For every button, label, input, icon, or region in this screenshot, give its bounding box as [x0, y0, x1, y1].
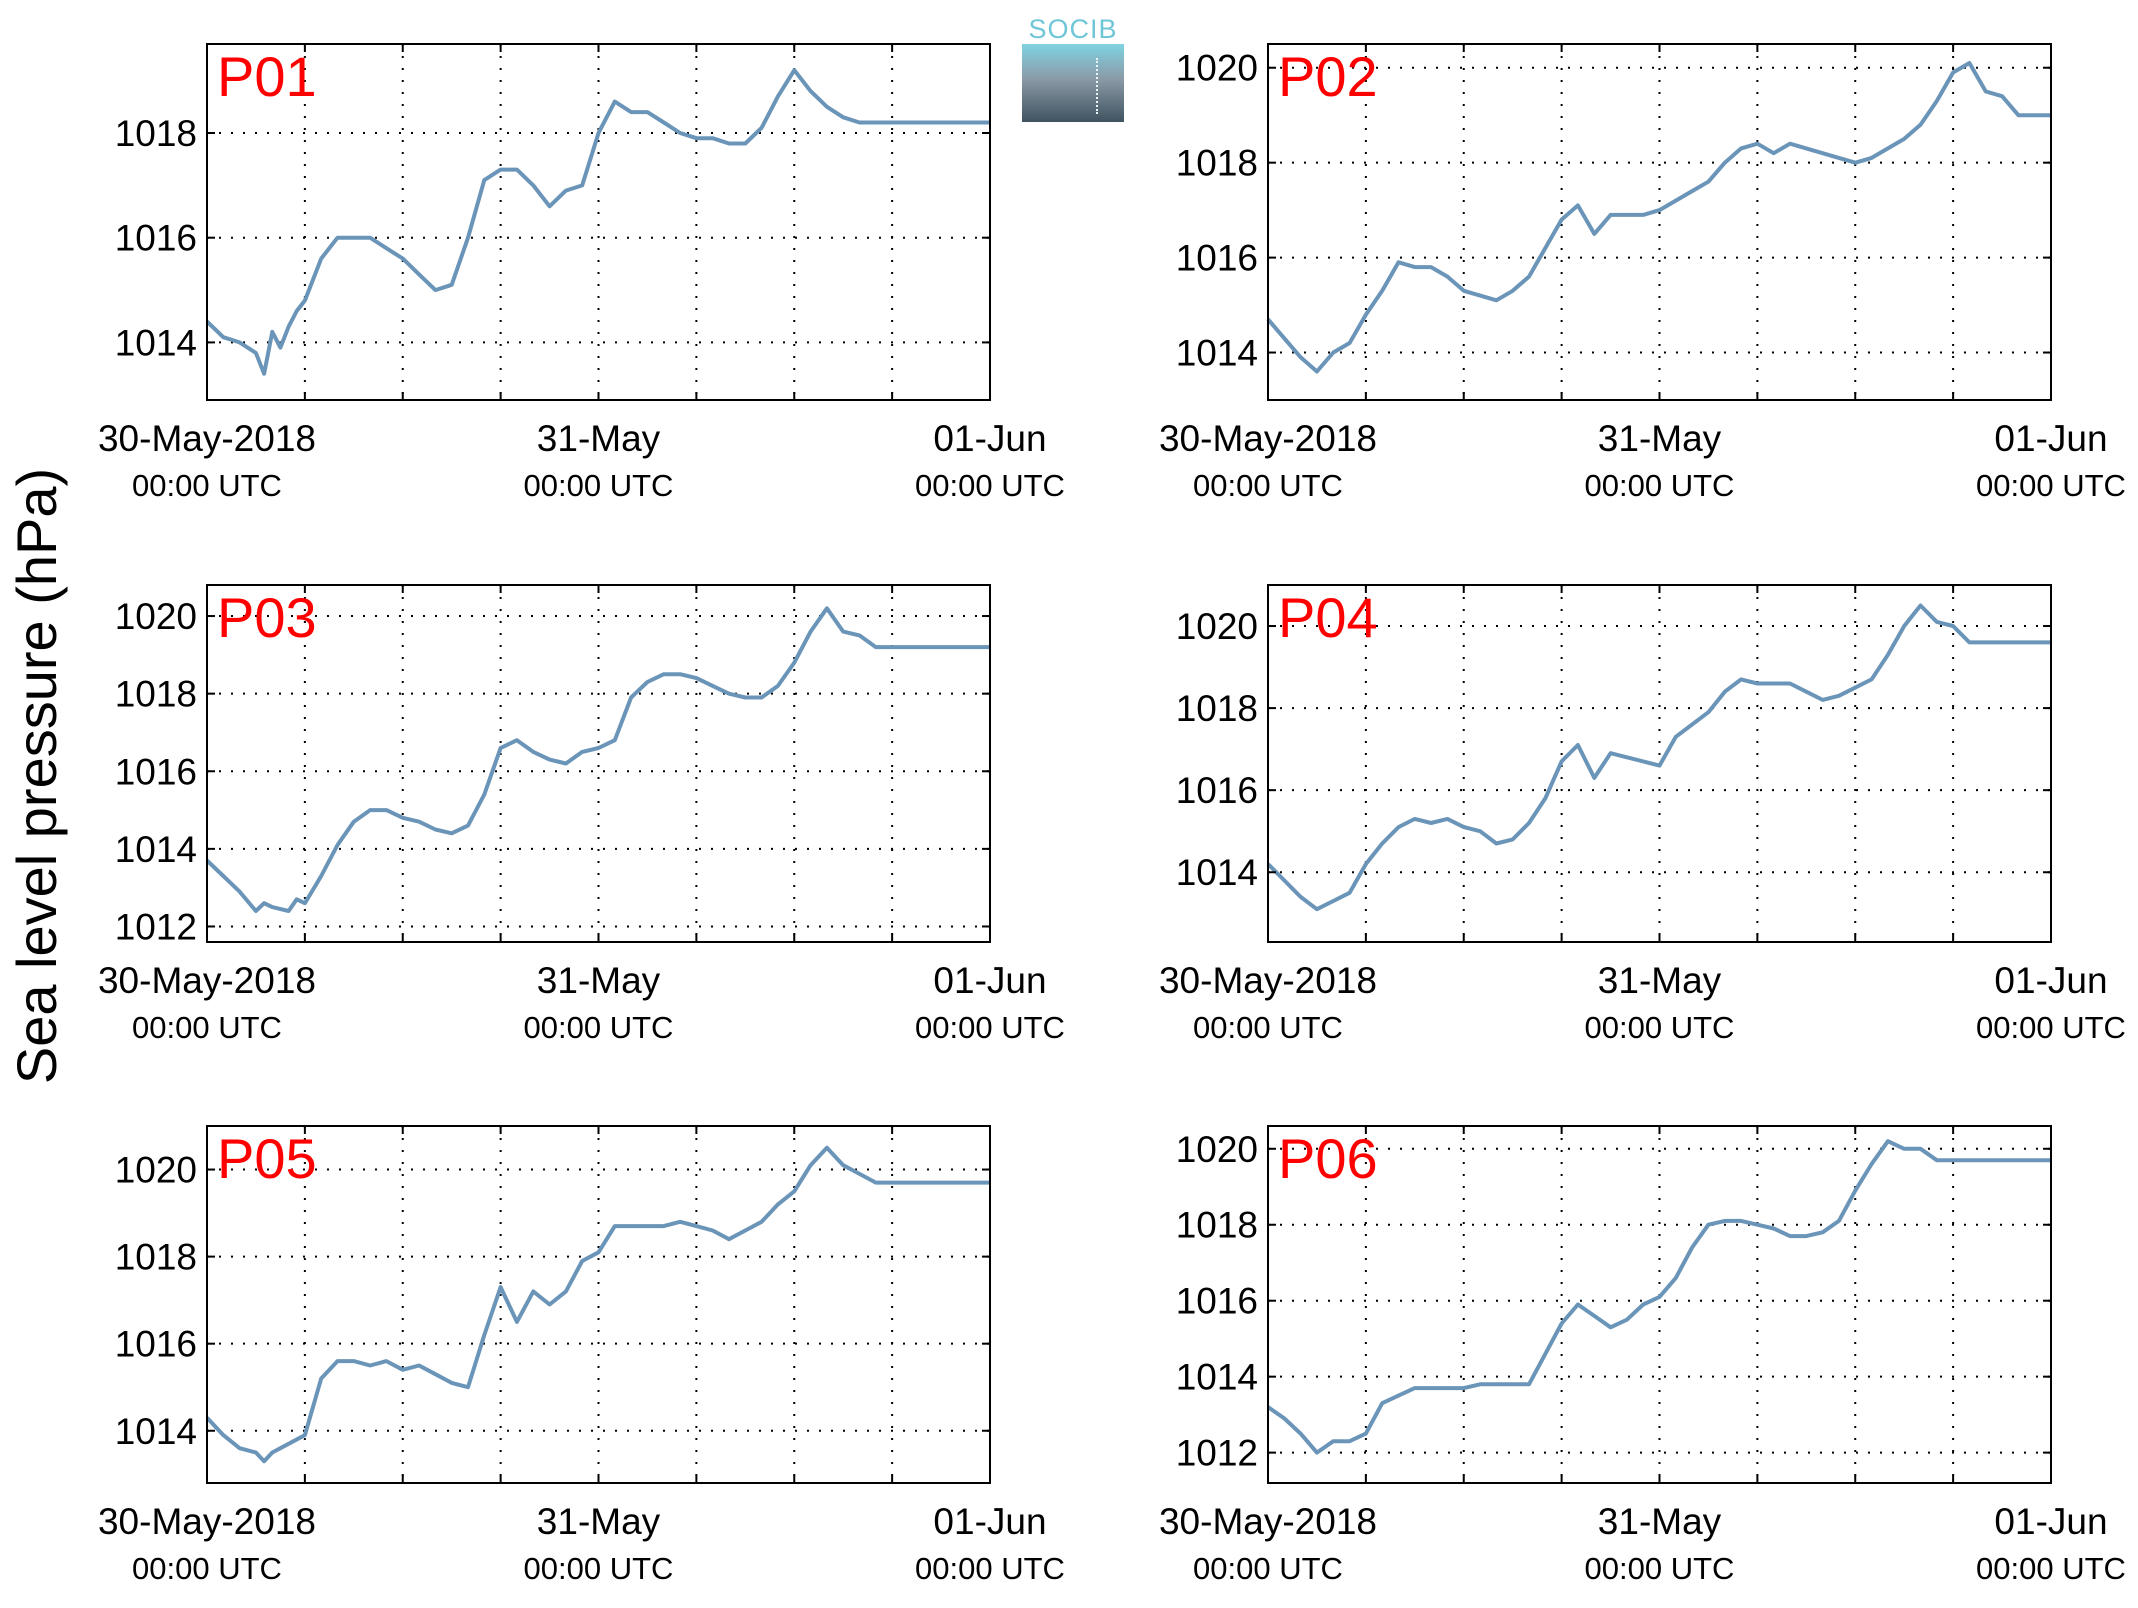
pressure-line	[1266, 61, 2051, 374]
panel-label: P05	[217, 1127, 317, 1190]
x-tick-sublabel: 00:00 UTC	[915, 468, 1065, 503]
y-tick-label: 1012	[1176, 1433, 1258, 1474]
x-tick-label: 30-May-2018	[98, 960, 316, 1001]
panel-p05: 1014 1016 1018 1020 30-May-2018 00:00 UTC 31-M…	[98, 1125, 1065, 1586]
y-tick-label: 1014	[115, 322, 197, 363]
x-tick-label: 30-May-2018	[98, 1501, 316, 1542]
y-tick-label: 1018	[115, 1237, 197, 1278]
y-tick-label: 1014	[115, 1411, 197, 1452]
panel-label: P04	[1278, 586, 1378, 649]
y-tick-label: 1020	[115, 1150, 197, 1191]
y-tick-label: 1014	[1176, 333, 1258, 374]
panel-label: P01	[217, 45, 317, 108]
panel-label: P06	[1278, 1127, 1378, 1190]
logo-text: SOCIB	[1028, 14, 1118, 44]
plot-frame	[206, 43, 991, 401]
y-tick-label: 1020	[115, 596, 197, 637]
x-tick-sublabel: 00:00 UTC	[915, 1010, 1065, 1045]
pressure-line	[1266, 603, 2051, 912]
x-tick-label: 30-May-2018	[98, 418, 316, 459]
plot-frame	[206, 584, 991, 943]
y-tick-label: 1014	[1176, 852, 1258, 893]
panel-label: P03	[217, 586, 317, 649]
y-tick-label: 1018	[1176, 1205, 1258, 1246]
x-tick-label: 31-May	[1598, 1501, 1722, 1542]
x-tick-sublabel: 00:00 UTC	[1585, 468, 1735, 503]
pressure-line	[1266, 1139, 2051, 1455]
y-tick-label: 1020	[1176, 1129, 1258, 1170]
x-tick-sublabel: 00:00 UTC	[1193, 1010, 1343, 1045]
x-tick-sublabel: 00:00 UTC	[1193, 468, 1343, 503]
plot-frame	[1267, 1125, 2052, 1484]
pressure-line	[205, 1145, 990, 1464]
x-tick-label: 31-May	[537, 418, 661, 459]
logo-emblem	[1022, 44, 1124, 122]
pressure-line	[205, 68, 990, 376]
panel-p06: 1012 1014 1016 1018 1020 30-May-2018 00:00 UTC…	[1159, 1125, 2126, 1586]
x-tick-label: 31-May	[537, 960, 661, 1001]
x-tick-sublabel: 00:00 UTC	[915, 1551, 1065, 1586]
x-tick-label: 01-Jun	[933, 960, 1046, 1001]
x-tick-sublabel: 00:00 UTC	[1585, 1010, 1735, 1045]
pressure-line	[205, 606, 990, 913]
panel-p01: 1014 1016 1018 30-May-2018 00:00 UTC 31-May 00…	[98, 43, 1065, 503]
y-tick-label: 1016	[1176, 770, 1258, 811]
y-tick-label: 1020	[1176, 606, 1258, 647]
panel-p04: 1014 1016 1018 1020 30-May-2018 00:00 UTC 31-M…	[1159, 584, 2126, 1045]
panel-p03: 1012 1014 1016 1018 1020 30-May-2018 00:00 UTC…	[98, 584, 1065, 1045]
y-tick-label: 1016	[1176, 238, 1258, 279]
x-tick-sublabel: 00:00 UTC	[132, 1551, 282, 1586]
x-tick-label: 01-Jun	[933, 418, 1046, 459]
x-tick-label: 30-May-2018	[1159, 960, 1377, 1001]
x-tick-sublabel: 00:00 UTC	[1193, 1551, 1343, 1586]
x-tick-sublabel: 00:00 UTC	[524, 1551, 674, 1586]
y-tick-label: 1012	[115, 906, 197, 947]
x-tick-sublabel: 00:00 UTC	[524, 1010, 674, 1045]
x-tick-label: 30-May-2018	[1159, 418, 1377, 459]
x-tick-sublabel: 00:00 UTC	[524, 468, 674, 503]
y-tick-label: 1018	[1176, 688, 1258, 729]
plot-frame	[1267, 43, 2052, 401]
x-tick-sublabel: 00:00 UTC	[1976, 468, 2126, 503]
panel-p02: 1014 1016 1018 1020 30-May-2018 00:00 UTC 31-M…	[1159, 43, 2126, 503]
panel-label: P02	[1278, 45, 1378, 108]
y-tick-label: 1018	[115, 674, 197, 715]
x-tick-label: 30-May-2018	[1159, 1501, 1377, 1542]
x-tick-sublabel: 00:00 UTC	[1976, 1551, 2126, 1586]
y-tick-label: 1018	[1176, 143, 1258, 184]
y-tick-label: 1016	[115, 751, 197, 792]
x-tick-label: 31-May	[1598, 418, 1722, 459]
x-tick-label: 31-May	[537, 1501, 661, 1542]
x-tick-sublabel: 00:00 UTC	[1976, 1010, 2126, 1045]
logo-mark	[1096, 58, 1098, 114]
y-tick-label: 1018	[115, 113, 197, 154]
y-tick-label: 1014	[1176, 1357, 1258, 1398]
y-axis-label: Sea level pressure (hPa)	[5, 468, 68, 1084]
x-tick-label: 01-Jun	[1994, 1501, 2107, 1542]
y-tick-label: 1016	[1176, 1281, 1258, 1322]
x-tick-label: 01-Jun	[1994, 418, 2107, 459]
x-tick-sublabel: 00:00 UTC	[132, 468, 282, 503]
socib-logo: SOCIB	[1022, 14, 1124, 122]
x-tick-label: 01-Jun	[1994, 960, 2107, 1001]
x-tick-sublabel: 00:00 UTC	[132, 1010, 282, 1045]
x-tick-sublabel: 00:00 UTC	[1585, 1551, 1735, 1586]
y-tick-label: 1016	[115, 218, 197, 259]
y-tick-label: 1016	[115, 1324, 197, 1365]
y-tick-label: 1014	[115, 829, 197, 870]
x-tick-label: 31-May	[1598, 960, 1722, 1001]
y-tick-label: 1020	[1176, 48, 1258, 89]
x-tick-label: 01-Jun	[933, 1501, 1046, 1542]
